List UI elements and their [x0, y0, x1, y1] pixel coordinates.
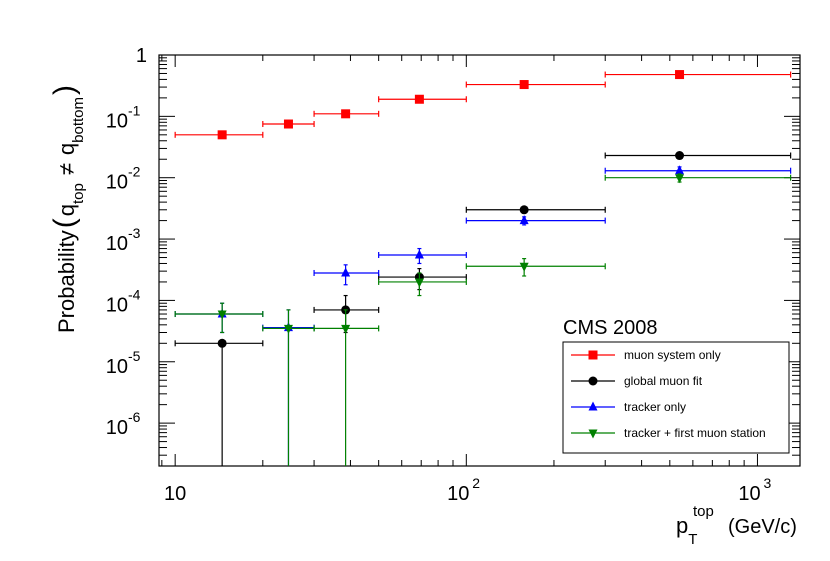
- data-point: [217, 130, 227, 140]
- legend-marker: [588, 376, 598, 386]
- legend-label: global muon fit: [624, 374, 703, 388]
- legend-marker: [588, 429, 598, 439]
- x-tick-label: 10: [164, 483, 186, 505]
- y-tick-label: 10: [106, 233, 128, 255]
- data-point: [414, 278, 424, 288]
- y-tick-label: 1: [136, 45, 147, 67]
- y-tick-label: 10: [106, 294, 128, 316]
- series-tracker-first-muon-station: [174, 173, 792, 466]
- data-point: [675, 151, 685, 161]
- y-tick-label: 10: [106, 356, 128, 378]
- series-layer: [174, 70, 792, 466]
- x-tick-label-exp: 2: [472, 475, 480, 491]
- svg-text:Probability(qtop≠qbottom): Probability(qtop≠qbottom): [48, 85, 87, 333]
- data-point: [675, 70, 685, 80]
- data-point: [217, 310, 227, 320]
- x-axis-title-units: (GeV/c): [728, 516, 797, 538]
- y-axis-title-q2: q: [54, 143, 79, 155]
- data-point: [283, 324, 293, 334]
- legend-label: tracker + first muon station: [624, 426, 766, 440]
- legend-marker: [588, 401, 598, 411]
- y-axis-title-paren-open: (: [48, 218, 81, 228]
- data-point: [341, 109, 351, 119]
- data-point: [519, 215, 529, 225]
- legend-box: [562, 341, 790, 454]
- data-point: [519, 205, 529, 215]
- y-axis-title-neq: ≠: [54, 163, 79, 175]
- plot-frame: [158, 54, 801, 467]
- x-axis-title-base: p: [676, 513, 688, 538]
- y-tick-label-exp: -1: [128, 102, 141, 118]
- y-axis-title-prefix: Probability: [54, 230, 79, 333]
- x-axis-title-sub: T: [688, 531, 697, 548]
- x-tick-label: 10: [447, 483, 469, 505]
- y-tick-label-exp: -4: [128, 286, 141, 302]
- x-tick-label-exp: 3: [763, 475, 771, 491]
- legend-marker: [588, 350, 598, 360]
- y-tick-label-exp: -2: [128, 164, 141, 180]
- y-tick-label-exp: -5: [128, 348, 141, 364]
- y-tick-label: 10: [106, 417, 128, 439]
- data-point: [414, 94, 424, 104]
- y-axis-title-q1: q: [54, 204, 79, 216]
- data-point: [414, 249, 424, 259]
- data-point: [283, 119, 293, 129]
- series-muon-system-only: [174, 70, 792, 140]
- y-tick-label: 10: [106, 172, 128, 194]
- cms-annotation: CMS 2008: [563, 317, 658, 339]
- legend-label: muon system only: [624, 348, 721, 362]
- y-axis-title-top-sub: top: [70, 183, 87, 204]
- data-point: [341, 267, 351, 277]
- y-tick-label-exp: -3: [128, 225, 141, 241]
- data-point: [675, 174, 685, 184]
- y-axis-title: Probability(qtop≠qbottom): [48, 85, 87, 333]
- y-axis-title-bottom-sub: bottom: [70, 97, 87, 143]
- data-point: [519, 80, 529, 90]
- legend-label: tracker only: [624, 400, 686, 414]
- y-tick-label-exp: -6: [128, 409, 141, 425]
- x-axis-title-sup: top: [693, 503, 714, 520]
- data-point: [675, 165, 685, 175]
- data-point: [341, 324, 351, 334]
- legend: muon system only global muon fit tracker o…: [562, 341, 790, 454]
- x-tick-label: 10: [738, 483, 760, 505]
- y-tick-label: 10: [106, 110, 128, 132]
- y-axis-title-paren-close: ): [48, 85, 81, 95]
- data-point: [519, 262, 529, 272]
- x-axis-title: pT: [676, 513, 697, 548]
- data-point: [217, 338, 227, 348]
